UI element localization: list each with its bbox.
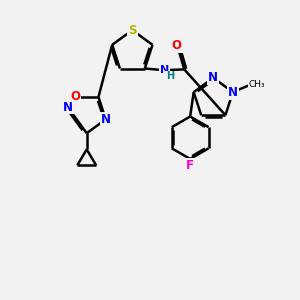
- Text: S: S: [128, 24, 136, 37]
- Text: O: O: [172, 39, 182, 52]
- Text: H: H: [166, 71, 174, 82]
- Text: N: N: [63, 100, 73, 113]
- Text: N: N: [160, 65, 169, 75]
- Text: N: N: [101, 113, 111, 126]
- Text: O: O: [70, 91, 80, 103]
- Text: N: N: [208, 71, 218, 84]
- Text: N: N: [228, 85, 238, 99]
- Text: CH₃: CH₃: [248, 80, 265, 89]
- Text: F: F: [186, 159, 194, 172]
